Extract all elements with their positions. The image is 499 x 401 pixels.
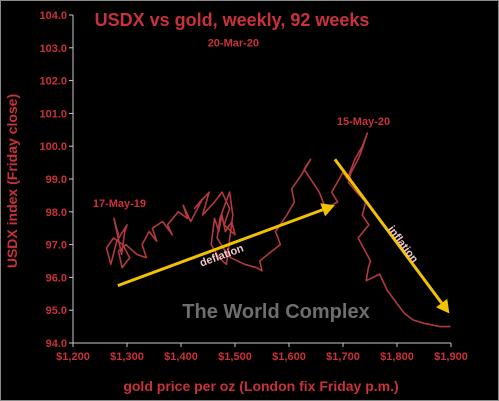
x-tick-label: $1,900 <box>434 351 468 363</box>
x-tick-label: $1,800 <box>380 351 414 363</box>
x-tick-label: $1,600 <box>272 351 306 363</box>
trend-arrow <box>117 208 324 288</box>
y-tick-label: 95.0 <box>46 305 67 317</box>
x-tick-label: $1,700 <box>326 351 360 363</box>
x-tick-label: $1,300 <box>110 351 144 363</box>
date-annotation: 17-May-19 <box>93 198 146 210</box>
y-tick-label: 103.0 <box>39 43 67 55</box>
y-tick-label: 101.0 <box>39 108 67 120</box>
plot-area: 94.0 95.0 96.0 97.0 98.0 99.0 100.0 101.0 102.0 1… <box>39 10 467 363</box>
y-tick-label: 104.0 <box>39 10 67 22</box>
x-axis-label: gold price per oz (London fix Friday p.m… <box>123 378 398 394</box>
date-annotation: 15-May-20 <box>337 116 390 128</box>
x-tick-label: $1,500 <box>218 351 252 363</box>
trend-arrow <box>333 158 443 304</box>
y-tick-label: 100.0 <box>39 141 67 153</box>
trend-arrowhead <box>320 203 335 217</box>
chart-title: USDX vs gold, weekly, 92 weeks <box>95 10 370 30</box>
x-tick-label: $1,200 <box>56 351 90 363</box>
y-tick-label: 98.0 <box>46 207 67 219</box>
y-tick-label: 99.0 <box>46 174 67 186</box>
watermark: The World Complex <box>182 301 369 323</box>
y-axis-label: USDX index (Friday close) <box>4 94 20 268</box>
trend-arrowhead <box>436 298 450 314</box>
y-tick-label: 96.0 <box>46 272 67 284</box>
date-annotation: 20-Mar-20 <box>208 37 259 49</box>
y-tick-label: 97.0 <box>46 240 67 252</box>
y-tick-label: 94.0 <box>46 338 67 350</box>
x-tick-label: $1,400 <box>164 351 198 363</box>
y-tick-label: 102.0 <box>39 76 67 88</box>
